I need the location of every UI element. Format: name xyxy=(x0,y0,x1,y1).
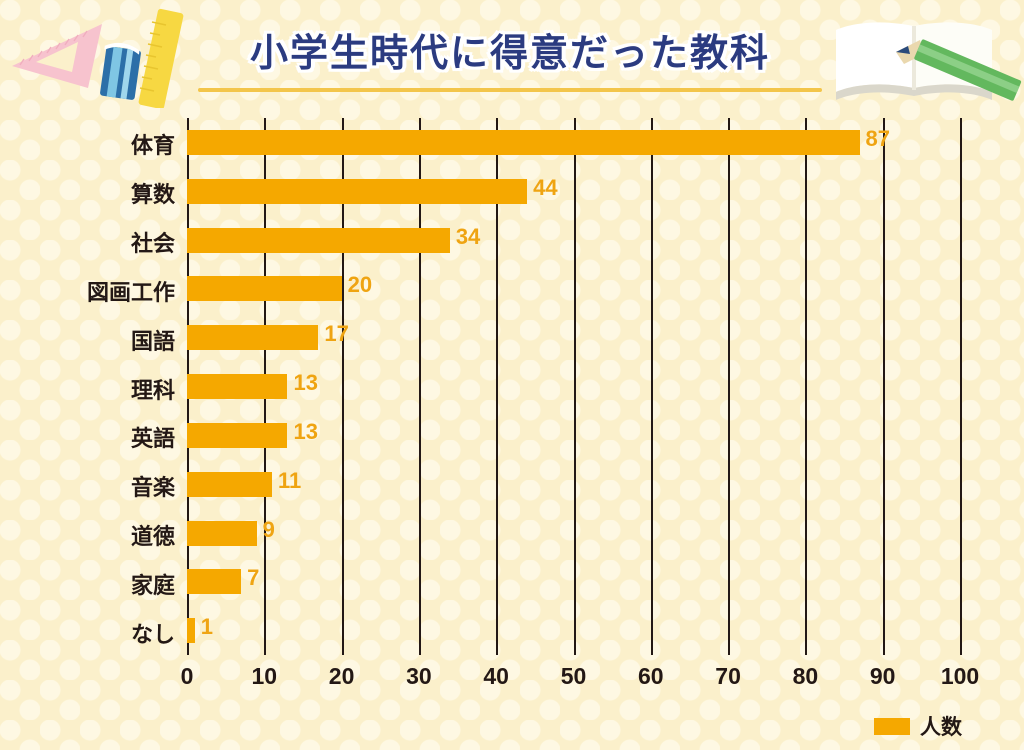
gridline xyxy=(418,118,421,655)
bar-row[interactable]: 17 xyxy=(187,313,960,362)
category-axis: 体育算数社会図画工作国語理科英語音楽道徳家庭なし xyxy=(0,118,175,655)
ruler-icon xyxy=(138,8,184,110)
title-underline xyxy=(198,88,822,92)
gridline xyxy=(341,118,344,655)
category-label: 社会 xyxy=(130,232,175,258)
bar-row[interactable]: 34 xyxy=(187,216,960,265)
bar-row[interactable]: 13 xyxy=(187,411,960,460)
left-decoration-group xyxy=(0,0,220,110)
x-axis: 0 10 20 30 40 50 60 70 80 90 100 xyxy=(181,655,980,695)
bar[interactable] xyxy=(187,276,342,302)
eraser-icon xyxy=(100,42,141,100)
x-tick-label: 20 xyxy=(328,663,355,689)
x-tick-label: 80 xyxy=(792,663,819,689)
bar-row[interactable]: 87 xyxy=(187,118,960,167)
bar[interactable] xyxy=(187,227,450,253)
x-tick-label: 70 xyxy=(715,663,741,689)
x-tick-label: 60 xyxy=(638,663,664,689)
bar[interactable] xyxy=(187,520,257,546)
category-label: 国語 xyxy=(130,329,175,355)
bar-row[interactable]: 1 xyxy=(187,606,960,655)
bar[interactable] xyxy=(187,569,242,595)
category-label: 理科 xyxy=(130,378,175,404)
bar-value-label: 13 xyxy=(293,370,318,396)
bar[interactable] xyxy=(187,325,319,351)
bar-value-label: 20 xyxy=(347,272,373,298)
x-tick-label: 10 xyxy=(251,663,278,689)
gridline xyxy=(650,118,653,655)
bar-value-label: 13 xyxy=(293,418,318,444)
bar-value-label: 1 xyxy=(200,614,213,640)
pencil-icon xyxy=(896,39,1022,101)
bar-row[interactable]: 7 xyxy=(187,557,960,606)
category-label: 家庭 xyxy=(130,573,175,599)
bar[interactable] xyxy=(187,471,273,497)
category-label: 英語 xyxy=(130,427,175,453)
x-tick-label: 0 xyxy=(180,663,194,689)
gridline xyxy=(805,118,808,655)
gridline xyxy=(573,118,576,655)
bar-value-label: 44 xyxy=(533,174,558,200)
triangle-ruler-icon xyxy=(12,24,102,88)
bar-row[interactable]: 11 xyxy=(187,460,960,509)
bar[interactable] xyxy=(187,130,860,155)
page-title: 小学生時代に得意だった教科 xyxy=(190,22,830,77)
gridline xyxy=(960,118,962,655)
category-label: 図画工作 xyxy=(86,280,175,306)
bar-row[interactable]: 20 xyxy=(187,264,960,313)
bar[interactable] xyxy=(187,618,195,644)
chart-header: 小学生時代に得意だった教科 xyxy=(0,0,1024,110)
category-label: 道徳 xyxy=(130,524,175,550)
gridline xyxy=(882,118,885,655)
category-label: なし xyxy=(130,622,175,648)
right-decoration-group xyxy=(824,0,1024,108)
page-title-text: 小学生時代に得意だった教科 xyxy=(249,31,770,75)
bar-value-label: 7 xyxy=(247,565,260,591)
legend-swatch xyxy=(874,717,910,735)
plot-area: 87 44 34 20 17 13 13 11 9 7 1 xyxy=(187,118,962,655)
x-tick-label: 100 xyxy=(940,663,980,689)
gridline xyxy=(728,118,731,655)
bar[interactable] xyxy=(187,374,288,400)
bar-row[interactable]: 9 xyxy=(187,509,960,558)
x-tick-label: 30 xyxy=(406,663,432,689)
bar[interactable] xyxy=(187,422,288,448)
bar-value-label: 34 xyxy=(455,223,481,249)
x-tick-label: 40 xyxy=(483,663,509,689)
bar-value-label: 17 xyxy=(324,321,349,347)
bar-row[interactable]: 44 xyxy=(187,167,960,216)
bar-value-label: 11 xyxy=(278,467,302,493)
bar-value-label: 87 xyxy=(865,126,890,151)
bar-row[interactable]: 13 xyxy=(187,362,960,411)
category-label: 音楽 xyxy=(130,476,175,502)
x-tick-label: 50 xyxy=(560,663,587,689)
category-label: 算数 xyxy=(130,183,175,209)
legend: 人数 xyxy=(874,711,962,741)
bar[interactable] xyxy=(187,178,528,204)
bar-value-label: 9 xyxy=(262,516,275,542)
gridline xyxy=(496,118,499,655)
category-label: 体育 xyxy=(130,134,175,160)
legend-label: 人数 xyxy=(920,715,962,739)
x-tick-label: 90 xyxy=(869,663,896,689)
